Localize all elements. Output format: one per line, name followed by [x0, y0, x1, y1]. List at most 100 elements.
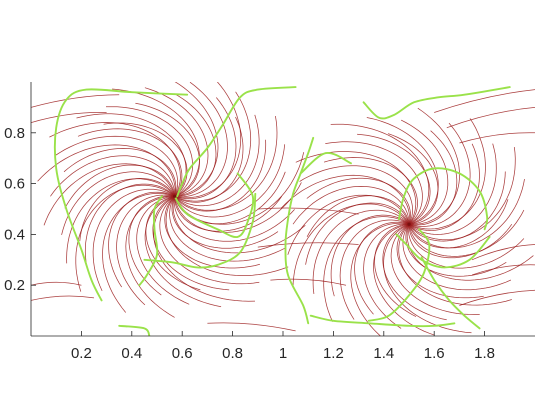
streamline	[408, 223, 513, 259]
streamline	[207, 322, 296, 332]
streamline	[257, 242, 359, 248]
streamline	[366, 117, 439, 225]
streamline	[306, 195, 410, 237]
streamline	[295, 151, 417, 225]
streamline	[105, 106, 193, 197]
streamline	[459, 289, 535, 306]
x-tick-label: 1.4	[373, 345, 394, 362]
streamline	[174, 115, 278, 211]
streamline	[128, 195, 175, 296]
contour-curve	[420, 256, 481, 330]
contour-curve	[284, 136, 315, 325]
streamline	[50, 155, 175, 197]
streamline	[312, 209, 410, 294]
streamline	[171, 196, 279, 249]
streamline	[174, 93, 217, 197]
streamline	[374, 223, 417, 317]
contour-curve	[309, 314, 456, 328]
plot-area	[31, 82, 535, 336]
streamline	[153, 195, 256, 302]
streamline	[292, 186, 410, 225]
streamline	[408, 122, 471, 227]
streamline	[174, 82, 219, 197]
streamline	[292, 203, 410, 288]
streamline	[363, 223, 410, 329]
streamline	[174, 139, 267, 212]
y-tick-label: 0.8	[4, 125, 25, 142]
streamline	[174, 82, 242, 199]
streamline-layer	[31, 82, 535, 336]
streamline	[49, 122, 181, 197]
streamline	[31, 94, 120, 108]
streamline	[116, 194, 175, 306]
streamline	[174, 82, 228, 198]
x-axis-ticks: 0.2 0.4 0.6 0.8 1 1.2 1.4 1.6 1.8	[71, 331, 495, 362]
contour-curve	[176, 86, 297, 198]
streamline	[102, 192, 175, 313]
x-tick-label: 0.4	[121, 345, 142, 362]
x-tick-label: 0.2	[71, 345, 92, 362]
streamline	[152, 195, 230, 291]
streamline	[103, 122, 188, 197]
streamline	[459, 132, 535, 144]
x-tick-label: 0.6	[172, 345, 193, 362]
streamline	[144, 195, 222, 308]
streamline	[471, 244, 535, 261]
streamline	[125, 195, 175, 318]
x-tick-label: 1.8	[474, 345, 495, 362]
streamline	[408, 118, 486, 230]
streamline	[144, 87, 209, 197]
streamline	[31, 281, 82, 286]
streamline	[408, 107, 460, 225]
streamline	[174, 144, 286, 218]
contour-curve	[138, 195, 163, 287]
streamline	[323, 157, 418, 225]
streamline	[306, 177, 411, 225]
contour-curve	[362, 86, 511, 120]
streamline	[390, 223, 480, 315]
streamline	[396, 223, 484, 299]
streamline	[164, 196, 260, 269]
streamline	[66, 178, 175, 264]
x-tick-label: 1.2	[323, 345, 344, 362]
streamline	[387, 133, 439, 225]
contour-layer	[53, 86, 511, 336]
streamline	[408, 147, 516, 241]
streamline	[79, 178, 175, 242]
streamline	[434, 89, 535, 113]
streamline	[165, 196, 289, 276]
streamline	[174, 91, 252, 202]
streamline	[108, 191, 175, 288]
y-tick-label: 0.4	[4, 226, 25, 243]
streamline	[339, 219, 410, 320]
x-tick-label: 0.8	[222, 345, 243, 362]
streamline	[64, 164, 175, 209]
streamline	[408, 224, 525, 269]
streamline	[408, 143, 480, 231]
streamline	[159, 196, 260, 285]
streamline	[325, 141, 423, 225]
streamline	[37, 144, 176, 197]
contour-curve	[397, 167, 489, 231]
streamline	[382, 223, 447, 321]
contour-curve	[118, 324, 151, 336]
streamline	[471, 264, 535, 276]
streamline	[43, 163, 175, 226]
streamline	[31, 295, 95, 301]
streamline	[145, 195, 201, 291]
streamline	[84, 183, 175, 267]
contour-curve	[143, 192, 257, 269]
streamline	[135, 102, 200, 197]
contour-curve	[173, 172, 255, 239]
vortex-center	[407, 222, 411, 226]
streamline	[383, 223, 472, 334]
streamline	[75, 184, 175, 292]
streamline	[174, 116, 244, 203]
axes: 0.2 0.4 0.6 0.8 1 1.2 1.4 1.6 1.8 0.2 0.4 0.6 0.8	[4, 82, 535, 362]
streamline	[270, 278, 347, 286]
streamline	[330, 214, 410, 297]
streamline	[280, 174, 410, 225]
contour-curve	[367, 228, 431, 322]
streamline	[76, 113, 187, 197]
